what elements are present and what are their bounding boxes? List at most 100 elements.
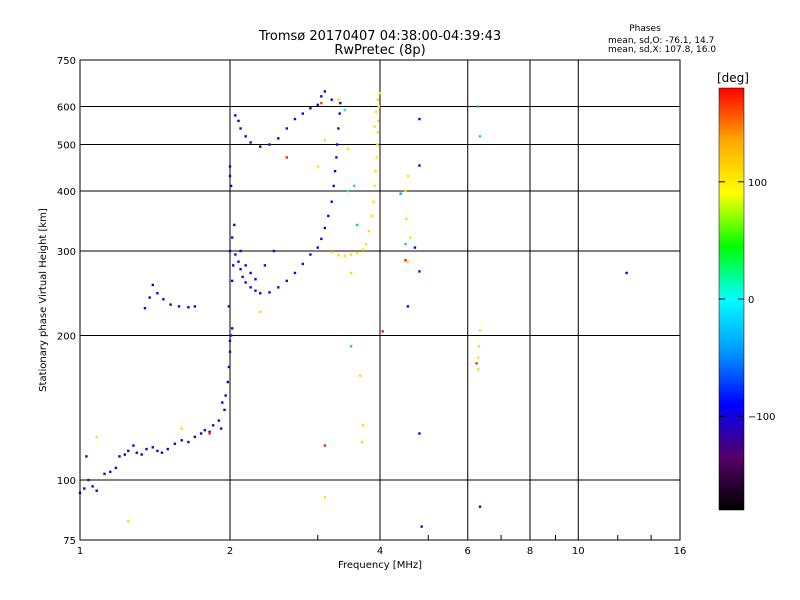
data-point bbox=[224, 394, 227, 397]
data-point bbox=[320, 101, 323, 105]
data-point bbox=[409, 236, 412, 239]
data-point bbox=[374, 110, 378, 113]
data-point bbox=[301, 112, 305, 115]
data-point bbox=[219, 427, 223, 430]
data-point bbox=[249, 141, 252, 144]
data-point bbox=[346, 189, 350, 193]
data-point bbox=[349, 253, 353, 256]
data-point bbox=[211, 424, 215, 427]
data-point bbox=[330, 98, 333, 101]
data-point bbox=[199, 432, 203, 435]
data-point bbox=[301, 262, 305, 266]
data-point bbox=[378, 91, 381, 95]
data-point bbox=[293, 117, 297, 121]
data-point bbox=[376, 131, 380, 134]
data-point bbox=[151, 283, 155, 287]
data-point bbox=[404, 259, 407, 262]
data-point bbox=[361, 248, 365, 251]
data-point bbox=[233, 223, 236, 227]
data-point bbox=[239, 127, 242, 130]
data-point bbox=[316, 246, 319, 249]
data-point bbox=[244, 281, 247, 284]
chart-subtitle: RwPretec (8p) bbox=[334, 43, 425, 58]
phase-info-title: Phases bbox=[629, 24, 661, 34]
x-tick-label: 1 bbox=[77, 546, 83, 557]
x-tick-label: 2 bbox=[227, 546, 233, 557]
data-point bbox=[148, 296, 151, 299]
y-tick-label: 200 bbox=[57, 332, 76, 343]
data-point bbox=[405, 217, 408, 221]
data-point bbox=[234, 114, 237, 117]
data-point bbox=[475, 362, 478, 365]
data-point bbox=[135, 451, 138, 454]
data-point bbox=[372, 200, 375, 203]
data-point bbox=[244, 135, 247, 138]
data-point bbox=[95, 489, 98, 492]
data-point bbox=[140, 453, 143, 456]
colorbar-tick-label: 100 bbox=[748, 178, 767, 189]
data-point bbox=[625, 271, 628, 275]
data-point bbox=[132, 444, 135, 447]
x-tick-label: 6 bbox=[465, 546, 471, 557]
data-point bbox=[355, 223, 359, 227]
data-point bbox=[316, 165, 319, 168]
data-point bbox=[323, 444, 327, 447]
data-points bbox=[78, 90, 628, 528]
data-point bbox=[254, 278, 257, 281]
data-point bbox=[377, 119, 380, 123]
data-point bbox=[263, 264, 267, 267]
data-point bbox=[85, 455, 88, 458]
data-point bbox=[418, 270, 421, 273]
data-point bbox=[285, 279, 288, 283]
data-point bbox=[156, 449, 159, 453]
data-point bbox=[320, 95, 323, 98]
data-point bbox=[337, 127, 340, 130]
data-point bbox=[241, 275, 244, 279]
data-point bbox=[477, 368, 480, 371]
data-point bbox=[162, 298, 165, 301]
data-point bbox=[406, 260, 410, 263]
colorbar-tick-label: −100 bbox=[748, 412, 775, 423]
data-point bbox=[203, 429, 206, 432]
data-point bbox=[477, 356, 480, 359]
data-point bbox=[477, 105, 480, 108]
data-point bbox=[330, 200, 333, 203]
colorbar-label: [deg] bbox=[717, 71, 749, 85]
data-point bbox=[358, 374, 362, 377]
data-point bbox=[244, 264, 247, 267]
data-point bbox=[272, 249, 276, 253]
data-point bbox=[404, 242, 407, 246]
data-point bbox=[477, 345, 481, 348]
data-point bbox=[180, 427, 183, 430]
data-point bbox=[330, 251, 333, 254]
data-point bbox=[337, 254, 340, 257]
data-point bbox=[156, 292, 159, 295]
data-point bbox=[323, 139, 327, 142]
data-point bbox=[177, 305, 181, 308]
data-point bbox=[217, 419, 221, 422]
data-point bbox=[193, 305, 197, 308]
data-point bbox=[237, 119, 240, 123]
data-point bbox=[232, 264, 235, 267]
data-point bbox=[228, 249, 232, 253]
data-point bbox=[320, 237, 323, 241]
data-point bbox=[293, 271, 297, 275]
data-point bbox=[230, 327, 234, 330]
data-point bbox=[228, 339, 232, 343]
data-point bbox=[285, 156, 288, 159]
data-point bbox=[160, 451, 164, 454]
y-tick-label: 100 bbox=[57, 476, 76, 487]
data-point bbox=[323, 226, 327, 230]
data-point bbox=[352, 184, 356, 188]
data-point bbox=[228, 350, 232, 353]
data-point bbox=[123, 453, 126, 456]
data-point bbox=[399, 192, 402, 195]
data-point bbox=[249, 286, 252, 289]
chart-title: Tromsø 20170407 04:38:00-04:39:43 bbox=[258, 29, 501, 44]
plot-frame bbox=[79, 59, 681, 541]
data-point bbox=[254, 289, 257, 292]
data-point bbox=[335, 143, 339, 146]
data-point bbox=[127, 449, 130, 453]
data-point bbox=[316, 103, 319, 106]
data-point bbox=[418, 164, 421, 167]
